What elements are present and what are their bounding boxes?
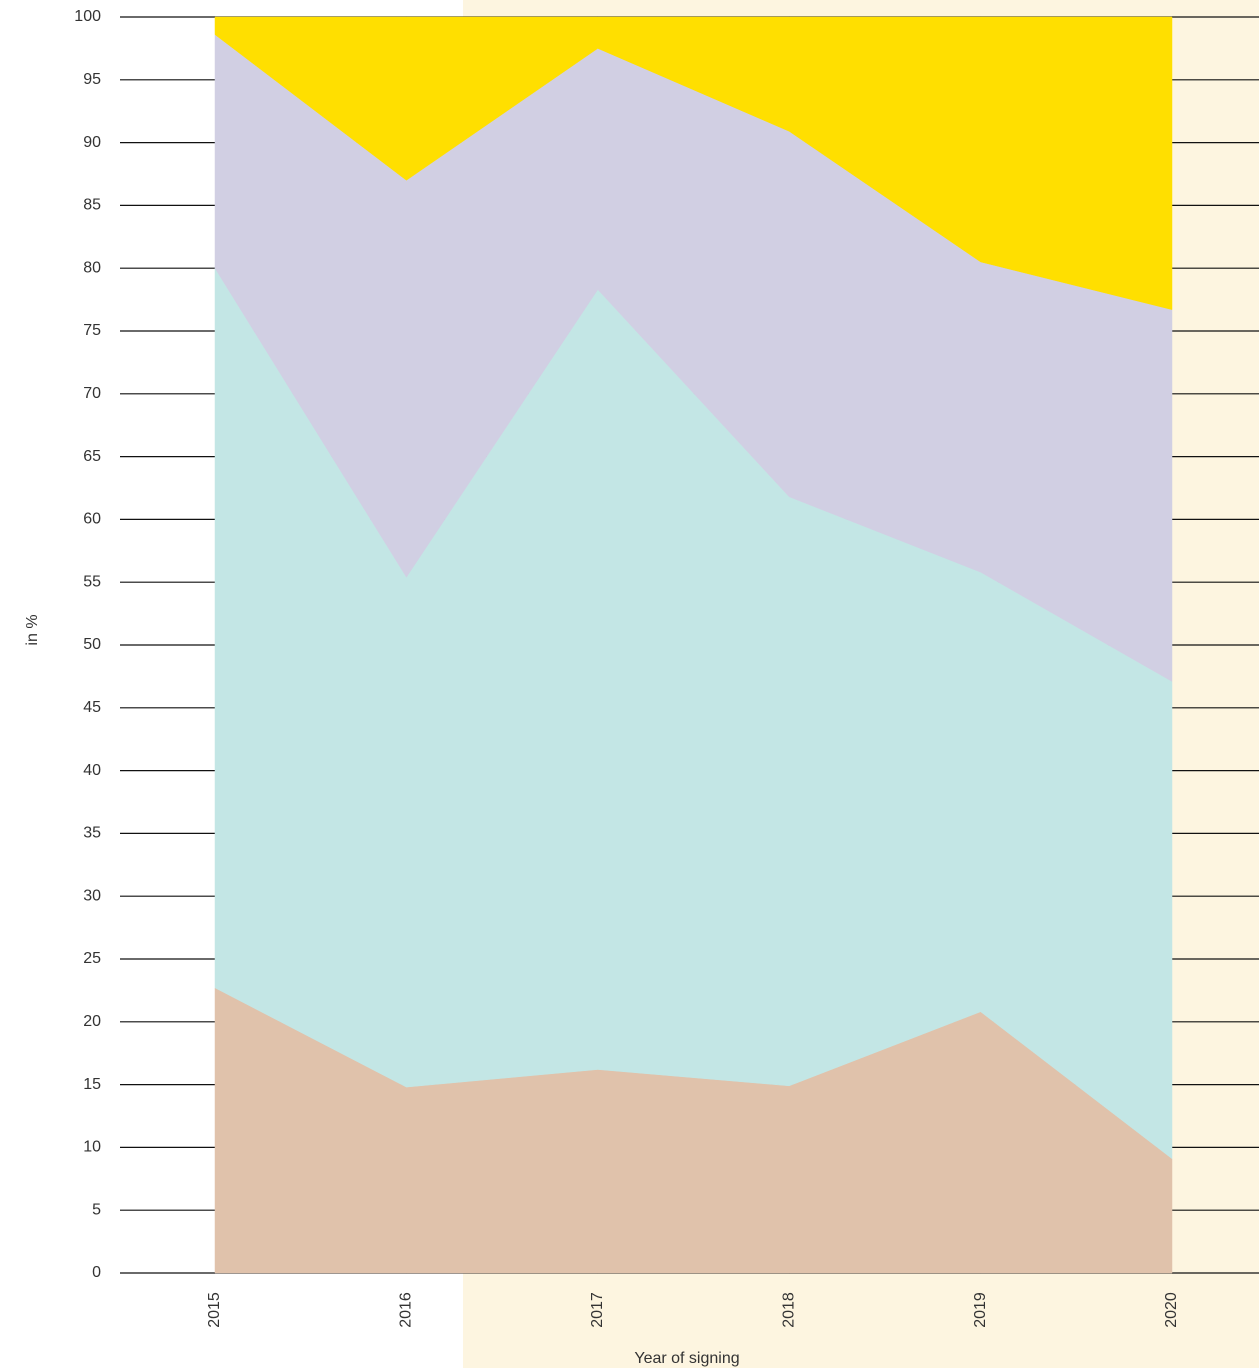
y-tick-label: 45 bbox=[83, 699, 101, 716]
y-tick-label: 0 bbox=[92, 1264, 101, 1281]
x-tick-label: 2020 bbox=[1163, 1292, 1180, 1328]
y-tick-label: 85 bbox=[83, 197, 101, 214]
x-axis-label: Year of signing bbox=[634, 1350, 739, 1367]
y-tick-label: 55 bbox=[83, 573, 101, 590]
y-tick-label: 70 bbox=[83, 385, 101, 402]
y-tick-label: 75 bbox=[83, 322, 101, 339]
y-tick-label: 40 bbox=[83, 762, 101, 779]
x-tick-label: 2017 bbox=[589, 1292, 606, 1328]
y-tick-label: 60 bbox=[83, 511, 101, 528]
y-axis-label: in % bbox=[24, 614, 41, 645]
y-tick-label: 80 bbox=[83, 259, 101, 276]
area bbox=[214, 16, 1173, 310]
y-tick-label: 10 bbox=[83, 1139, 101, 1156]
y-tick-label: 100 bbox=[74, 8, 101, 25]
y-tick-label: 15 bbox=[83, 1076, 101, 1093]
y-tick-label: 90 bbox=[83, 134, 101, 151]
y-tick-label: 20 bbox=[83, 1013, 101, 1030]
x-tick-label: 2018 bbox=[780, 1292, 797, 1328]
y-tick-label: 30 bbox=[83, 887, 101, 904]
y-tick-label: 65 bbox=[83, 448, 101, 465]
x-tick-label: 2016 bbox=[398, 1292, 415, 1328]
y-tick-label: 5 bbox=[92, 1201, 101, 1218]
y-tick-label: 95 bbox=[83, 71, 101, 88]
y-tick-label: 35 bbox=[83, 825, 101, 842]
y-tick-label: 50 bbox=[83, 636, 101, 653]
x-tick-label: 2015 bbox=[206, 1292, 223, 1328]
x-tick-label: 2019 bbox=[972, 1292, 989, 1328]
y-tick-label: 25 bbox=[83, 950, 101, 967]
